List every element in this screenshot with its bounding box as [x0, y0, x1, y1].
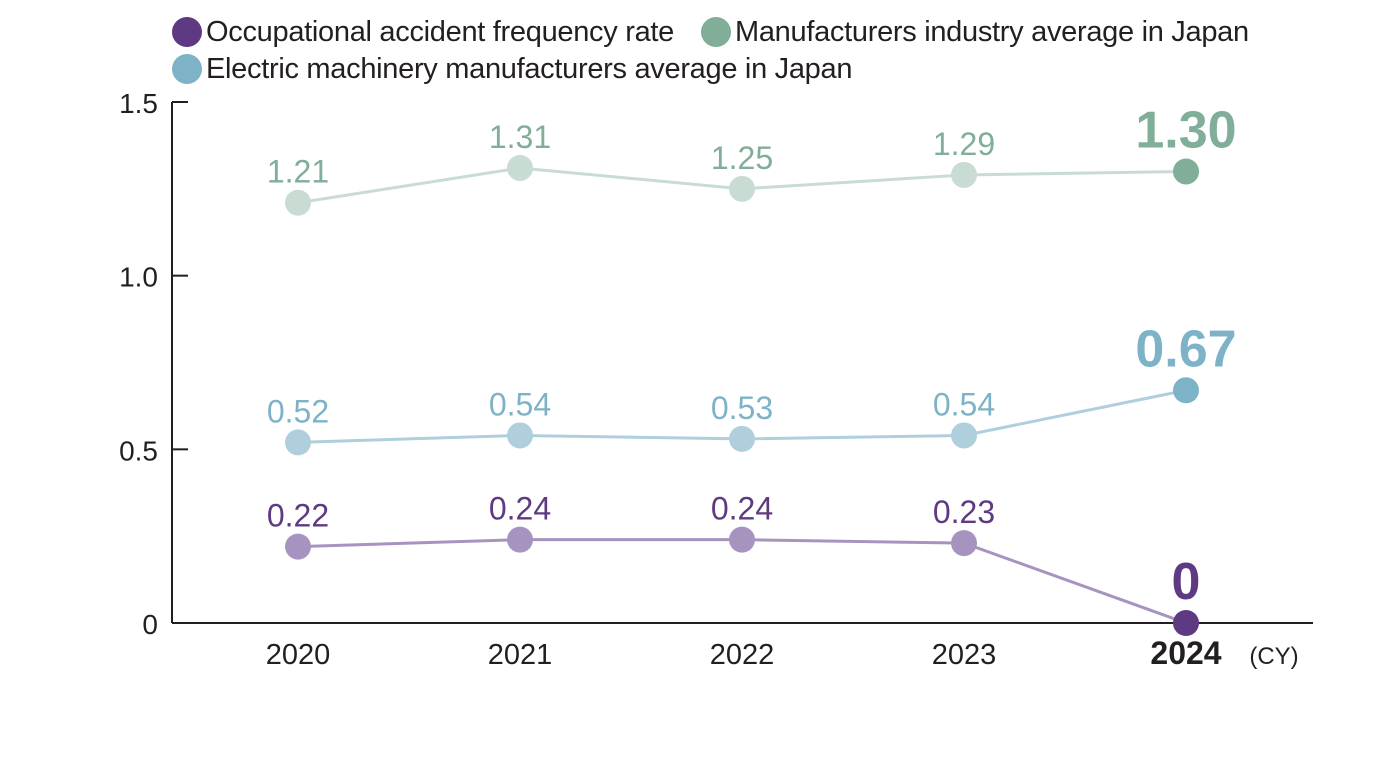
x-tick-label-2024: 2024: [1150, 635, 1221, 671]
x-tick-label-2022: 2022: [710, 639, 775, 671]
series-1-label-2021: 0.54: [489, 386, 551, 422]
series-0-label-2022: 1.25: [711, 140, 773, 176]
x-tick-label-2020: 2020: [266, 639, 331, 671]
series-1-label-2024: 0.67: [1135, 320, 1236, 378]
series-2-point-2022: [729, 526, 755, 553]
y-tick-label-2: 1.0: [119, 262, 158, 293]
series-0-label-2020: 1.21: [267, 154, 329, 190]
legend-item-electric-machinery-average: Electric machinery manufacturers average…: [172, 51, 852, 87]
series-1-point-2022: [729, 425, 755, 452]
series-1-point-2021: [507, 422, 533, 449]
x-axis-unit: (CY): [1249, 643, 1298, 670]
legend-label-electric-machinery-average: Electric machinery manufacturers average…: [206, 52, 853, 85]
series-1-label-2023: 0.54: [933, 386, 995, 422]
y-tick-label-3: 1.5: [119, 88, 158, 119]
legend-label-manufacturers-average: Manufacturers industry average in Japan: [735, 15, 1249, 48]
series-2-label-2022: 0.24: [711, 491, 773, 527]
legend-item-manufacturers-average: Manufacturers industry average in Japan: [701, 14, 1249, 50]
series-2-label-2024: 0: [1172, 553, 1201, 611]
legend-dot-electric-machinery-average: [172, 54, 202, 84]
series-0-point-2023: [951, 161, 977, 188]
legend-dot-manufacturers-average: [701, 17, 731, 47]
series-1-point-2020: [285, 429, 311, 456]
series-2-label-2020: 0.22: [267, 498, 329, 534]
series-0-label-2021: 1.31: [489, 119, 551, 155]
y-tick-label-0: 0: [142, 609, 158, 640]
series-2-label-2021: 0.24: [489, 491, 551, 527]
series-0-label-2024: 1.30: [1135, 101, 1236, 159]
series-2-point-2020: [285, 533, 311, 560]
series-1-point-2023: [951, 422, 977, 449]
series-1-label-2022: 0.53: [711, 390, 773, 426]
series-0-point-2022: [729, 175, 755, 202]
series-2-label-2023: 0.23: [933, 494, 995, 530]
legend-dot-occupational-accident: [172, 17, 202, 47]
x-tick-label-2023: 2023: [932, 639, 997, 671]
y-tick-label-1: 0.5: [119, 435, 158, 466]
x-tick-label-2021: 2021: [488, 639, 553, 671]
series-1-label-2020: 0.52: [267, 393, 329, 429]
series-0-point-2021: [507, 154, 533, 181]
legend-item-occupational-accident: Occupational accident frequency rate: [172, 14, 674, 50]
legend-label-occupational-accident: Occupational accident frequency rate: [206, 15, 674, 48]
series-0-point-2020: [285, 189, 311, 216]
series-2-point-2021: [507, 526, 533, 553]
series-0-label-2023: 1.29: [933, 126, 995, 162]
series-2-point-2023: [951, 530, 977, 557]
series-1-point-2024: [1173, 377, 1199, 404]
series-2-point-2024: [1173, 610, 1199, 636]
series-0-point-2024: [1173, 158, 1199, 185]
